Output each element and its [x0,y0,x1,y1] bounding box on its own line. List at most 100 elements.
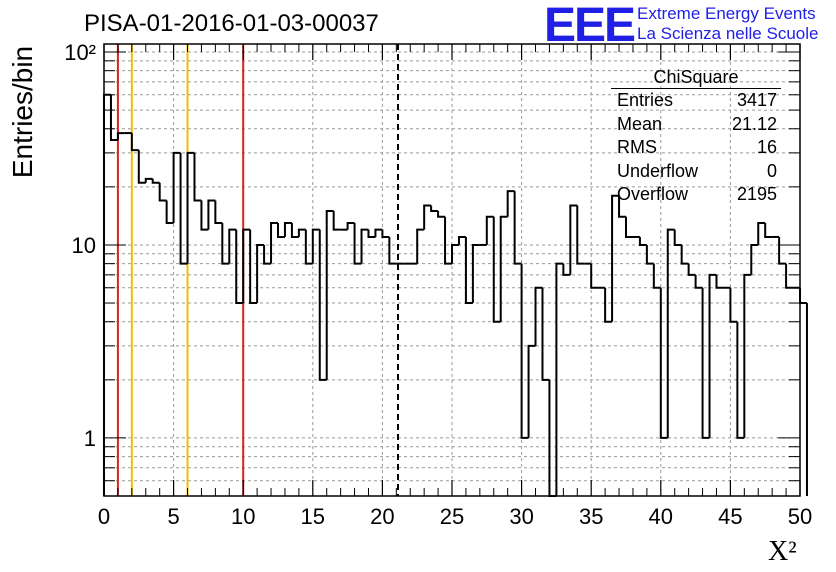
histogram-bin [659,287,668,439]
histogram-bin [277,222,285,238]
histogram-bin [785,263,794,289]
histogram-bin [325,209,334,380]
histogram-bin [360,228,369,264]
histogram-bin [207,199,216,230]
x-axis-label: X² [768,536,797,567]
histogram-bin [562,263,571,276]
histogram-bin [144,177,153,183]
histogram-bin [228,228,237,264]
histogram-bin [270,221,278,264]
histogram-bin [673,229,682,246]
histogram-bin [485,215,494,245]
histogram-bin [492,216,501,323]
x-tick-label: 15 [301,504,325,529]
histogram-bin [116,132,125,140]
x-tick-label: 10 [231,504,255,529]
x-tick-label: 40 [649,504,673,529]
histogram-bin [541,287,550,381]
x-tick-label: 35 [579,504,603,529]
histogram-bin [444,216,452,265]
histogram-bin [645,244,654,265]
plot-title: PISA-01-2016-01-03-00037 [84,10,379,37]
histogram-bin [367,229,376,238]
histogram-bin [158,182,167,202]
histogram-bin [757,221,766,245]
x-tick-label: 25 [440,504,464,529]
histogram-bin [346,221,355,230]
stats-key: RMS [617,137,657,157]
histogram-bin [666,228,675,438]
histogram-bin [290,222,299,238]
histogram-bin [715,274,724,289]
histogram-bin [353,222,362,265]
histogram-bin [687,263,696,276]
y-tick-label: 1 [84,426,96,451]
histogram-bin [750,243,759,275]
stats-row: Underflow 0 [611,160,781,184]
stats-row: Entries 3417 [611,89,781,113]
eee-logo: EEE [544,0,636,52]
histogram-bin [638,236,647,246]
histogram-bin [137,150,146,184]
logo-line-1: Extreme Energy Events [637,4,816,23]
histogram-bin [590,263,599,289]
x-tick-label: 0 [98,504,110,529]
histogram-bin [729,287,738,323]
x-tick-label: 45 [718,504,742,529]
histogram-bin [374,228,383,237]
stats-value: 2195 [736,184,777,204]
histogram-bin [200,200,209,231]
stats-value: 3417 [736,90,777,110]
histogram-bin [172,151,181,223]
histogram-bin [499,215,508,322]
histogram-bin [464,236,473,305]
histogram-bin [256,243,265,304]
histogram-bin [249,229,258,305]
histogram-bin [388,236,397,265]
histogram-bin [625,216,633,238]
y-axis-label: Entries/bin [7,45,38,179]
histogram-bin [471,243,480,304]
stats-row: Overflow 2195 [611,183,781,207]
stats-title: ChiSquare [611,66,781,89]
histogram-bin [263,244,272,265]
histogram-bin [708,273,717,438]
histogram-bin [297,228,306,237]
stats-box: ChiSquare Entries 3417 Mean 21.12 RMS 16 Un… [611,66,781,207]
histogram-bin [242,228,251,304]
histogram-bin [694,274,703,289]
histogram-bin [555,262,564,496]
histogram-bin [611,194,620,322]
stats-key: Overflow [617,184,689,204]
stats-key: Entries [617,90,674,110]
histogram-bin [311,228,320,264]
histogram-bin [221,222,230,265]
stats-row: Mean 21.12 [611,113,781,137]
x-tick-label: 5 [167,504,179,529]
histogram-bin [186,151,195,264]
histogram-bin [451,243,459,264]
y-tick-label: 10 [72,233,96,258]
logo-line-2: La Scienza nelle Scuole [637,24,819,43]
histogram-bin [130,133,139,152]
histogram-bin [318,229,327,381]
histogram-bin [506,190,515,217]
histogram-bin [701,287,710,439]
histogram-bin [576,205,585,265]
histogram-bin [165,200,174,224]
histogram-bin [652,263,661,289]
histogram-bin [457,235,466,245]
histogram-bin [680,244,689,265]
stats-value: 21.12 [731,113,777,134]
histogram-bin [604,287,613,323]
histogram-bin [283,221,292,237]
histogram-bin [332,210,341,231]
histogram-bin [764,222,773,238]
histogram-bin [151,178,160,184]
histogram-bin [214,200,223,224]
histogram-bin [736,321,745,439]
histogram-bin [179,152,188,265]
stats-value: 16 [756,137,777,157]
stats-key: Underflow [617,160,699,181]
